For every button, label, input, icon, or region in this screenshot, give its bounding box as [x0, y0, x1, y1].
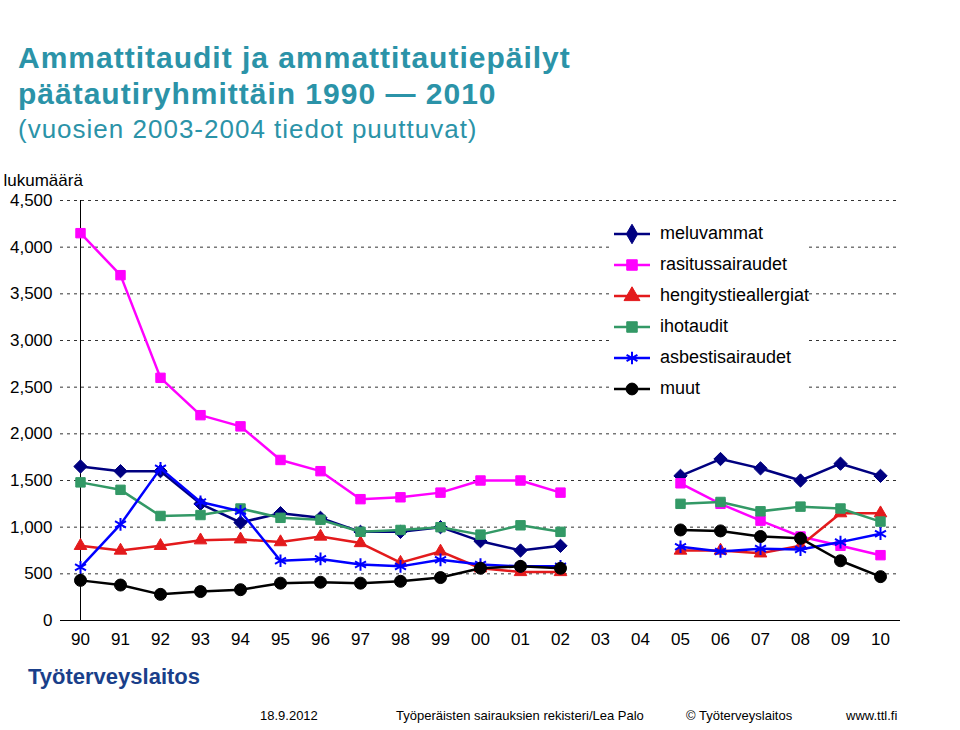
svg-text:2,500: 2,500 — [10, 378, 53, 397]
svg-text:lukumäärä: lukumäärä — [4, 171, 84, 190]
svg-text:3,500: 3,500 — [10, 284, 53, 303]
html-text:(vuosien 2003-2004 tiedot puut: (vuosien 2003-2004 tiedot puuttuvat) — [18, 114, 478, 144]
svg-text:95: 95 — [271, 630, 290, 649]
svg-text:00: 00 — [471, 630, 490, 649]
html-text:meluvammat: meluvammat — [660, 223, 763, 243]
svg-text:96: 96 — [311, 630, 330, 649]
svg-text:91: 91 — [111, 630, 130, 649]
svg-text:03: 03 — [591, 630, 610, 649]
svg-text:98: 98 — [391, 630, 410, 649]
svg-text:05: 05 — [671, 630, 690, 649]
svg-text:500: 500 — [24, 564, 52, 583]
svg-text:4,000: 4,000 — [10, 238, 53, 257]
html-text:rasitussairaudet: rasitussairaudet — [660, 254, 788, 274]
svg-text:3,000: 3,000 — [10, 331, 53, 350]
html-text:Ammattitaudit ja ammattitautie: Ammattitaudit ja ammattitautiepäilyt pää… — [18, 41, 571, 110]
html-text:hengitystieallergiat: hengitystieallergiat — [660, 285, 810, 305]
svg-text:99: 99 — [431, 630, 450, 649]
svg-text:07: 07 — [751, 630, 770, 649]
svg-text:10: 10 — [871, 630, 890, 649]
svg-text:90: 90 — [71, 630, 90, 649]
svg-text:1,500: 1,500 — [10, 471, 53, 490]
html-text:muut: muut — [660, 378, 700, 398]
svg-text:92: 92 — [151, 630, 170, 649]
svg-text:4,500: 4,500 — [10, 191, 53, 210]
html-text:asbestisairaudet: asbestisairaudet — [660, 347, 792, 367]
svg-text:08: 08 — [791, 630, 810, 649]
svg-text:0: 0 — [43, 611, 52, 630]
html-text:ihotaudit: ihotaudit — [660, 316, 729, 336]
svg-text:06: 06 — [711, 630, 730, 649]
html-text:18.9.2012: 18.9.2012 — [260, 708, 318, 723]
html-text:Työterveyslaitos: Työterveyslaitos — [28, 664, 200, 689]
svg-text:2,000: 2,000 — [10, 424, 53, 443]
svg-text:93: 93 — [191, 630, 210, 649]
svg-text:04: 04 — [631, 630, 650, 649]
svg-text:1,000: 1,000 — [10, 518, 53, 537]
svg-text:09: 09 — [831, 630, 850, 649]
svg-text:97: 97 — [351, 630, 370, 649]
svg-text:02: 02 — [551, 630, 570, 649]
html-text:www.ttl.fi: www.ttl.fi — [846, 708, 898, 723]
html-text:© Työterveyslaitos: © Työterveyslaitos — [686, 708, 793, 723]
svg-text:94: 94 — [231, 630, 250, 649]
html-text:Työperäisten sairauksien rekis: Työperäisten sairauksien rekisteri/Lea P… — [396, 708, 644, 723]
svg-text:01: 01 — [511, 630, 530, 649]
